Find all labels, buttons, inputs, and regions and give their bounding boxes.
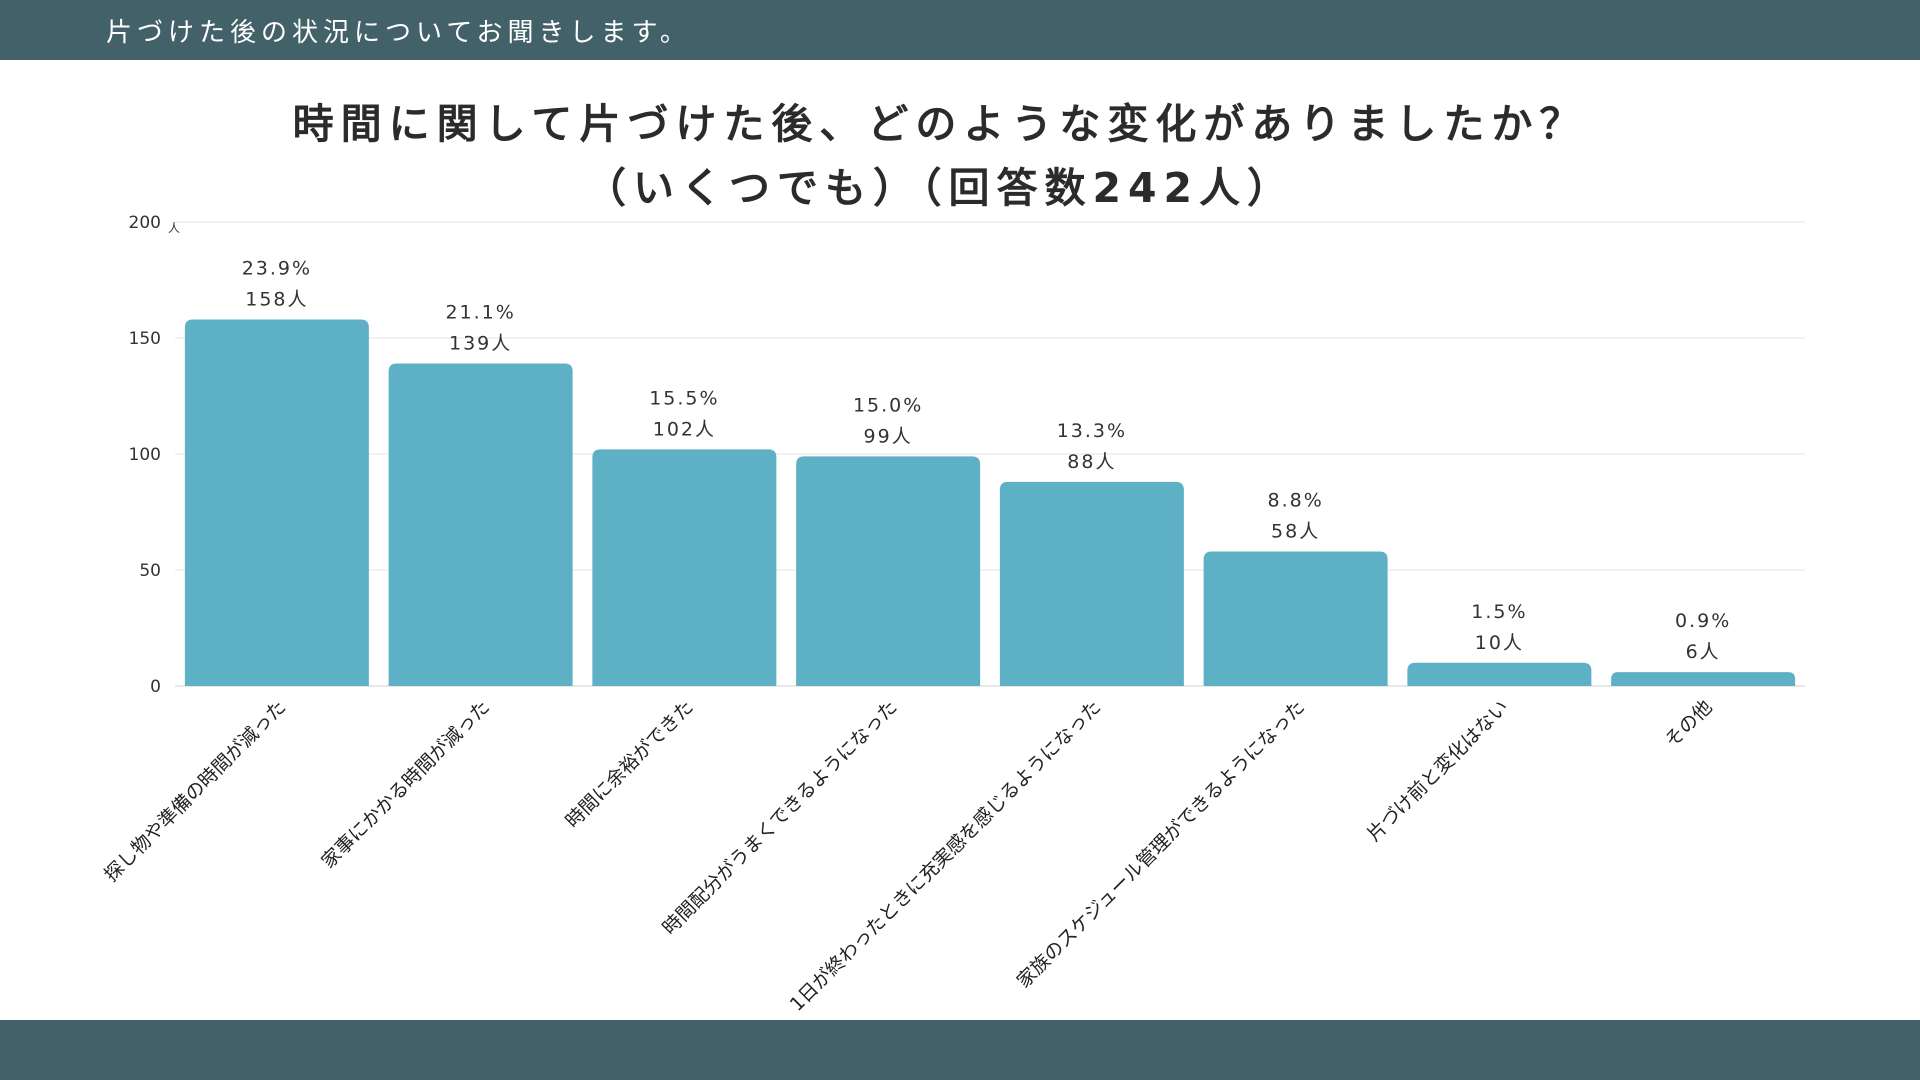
bar [796, 456, 981, 686]
x-category-label: 探し物や準備の時間が減った [100, 696, 290, 886]
x-category-label: 時間に余裕ができた [561, 696, 697, 832]
data-label-count: 102人 [653, 418, 716, 440]
x-category-label: その他 [1661, 696, 1717, 752]
bar [999, 481, 1184, 686]
x-category-label: 片づけ前と変化はない [1363, 696, 1513, 846]
bar [1203, 551, 1388, 686]
chart-title-line1: 時間に関して片づけた後、どのような変化がありましたか？ [292, 100, 1588, 148]
data-label-count: 158人 [245, 288, 308, 310]
data-label-percent: 15.0% [853, 394, 923, 416]
bar-chart: 0 50 100 150 200 人 23.9% 158人 21.1% 139人 15.5% 102… [100, 213, 1805, 1016]
y-tick-label: 100 [129, 445, 161, 465]
y-tick-label: 0 [150, 677, 161, 697]
x-category-label: 時間配分がうまくできるようになった [658, 696, 901, 939]
y-axis-unit: 人 [168, 221, 180, 235]
bar [592, 449, 777, 686]
y-tick-label: 150 [129, 329, 161, 349]
data-label-percent: 13.3% [1057, 420, 1127, 442]
data-label-count: 58人 [1271, 520, 1320, 542]
x-category-label: 1日が終わったときに充実感を感じるようになった [786, 696, 1106, 1016]
data-label-count: 99人 [864, 425, 913, 447]
chart-title-line2: （いくつでも）（回答数242人） [584, 164, 1296, 212]
data-label-count: 88人 [1067, 451, 1116, 473]
data-label-count: 139人 [449, 333, 512, 355]
y-tick-label: 200 [129, 213, 161, 233]
bar [1407, 662, 1592, 686]
x-category-label: 家事にかかる時間が減った [317, 696, 494, 873]
data-label-percent: 23.9% [242, 257, 312, 279]
bar [1611, 672, 1796, 686]
data-label-percent: 21.1% [445, 302, 515, 324]
data-label-count: 6人 [1686, 641, 1721, 663]
section-subtitle: 片づけた後の状況についてお聞きします。 [106, 18, 691, 48]
data-label-count: 10人 [1475, 632, 1524, 654]
chart-title: 時間に関して片づけた後、どのような変化がありましたか？ （いくつでも）（回答数2… [240, 92, 1640, 220]
bar [388, 363, 573, 686]
data-label-percent: 0.9% [1675, 610, 1731, 632]
data-label-percent: 15.5% [649, 387, 719, 409]
bar [184, 319, 369, 686]
header-band: 片づけた後の状況についてお聞きします。 [0, 0, 1920, 60]
y-tick-label: 50 [139, 561, 161, 581]
footer-band [0, 1020, 1920, 1080]
data-label-percent: 8.8% [1267, 489, 1323, 511]
data-label-percent: 1.5% [1471, 601, 1527, 623]
